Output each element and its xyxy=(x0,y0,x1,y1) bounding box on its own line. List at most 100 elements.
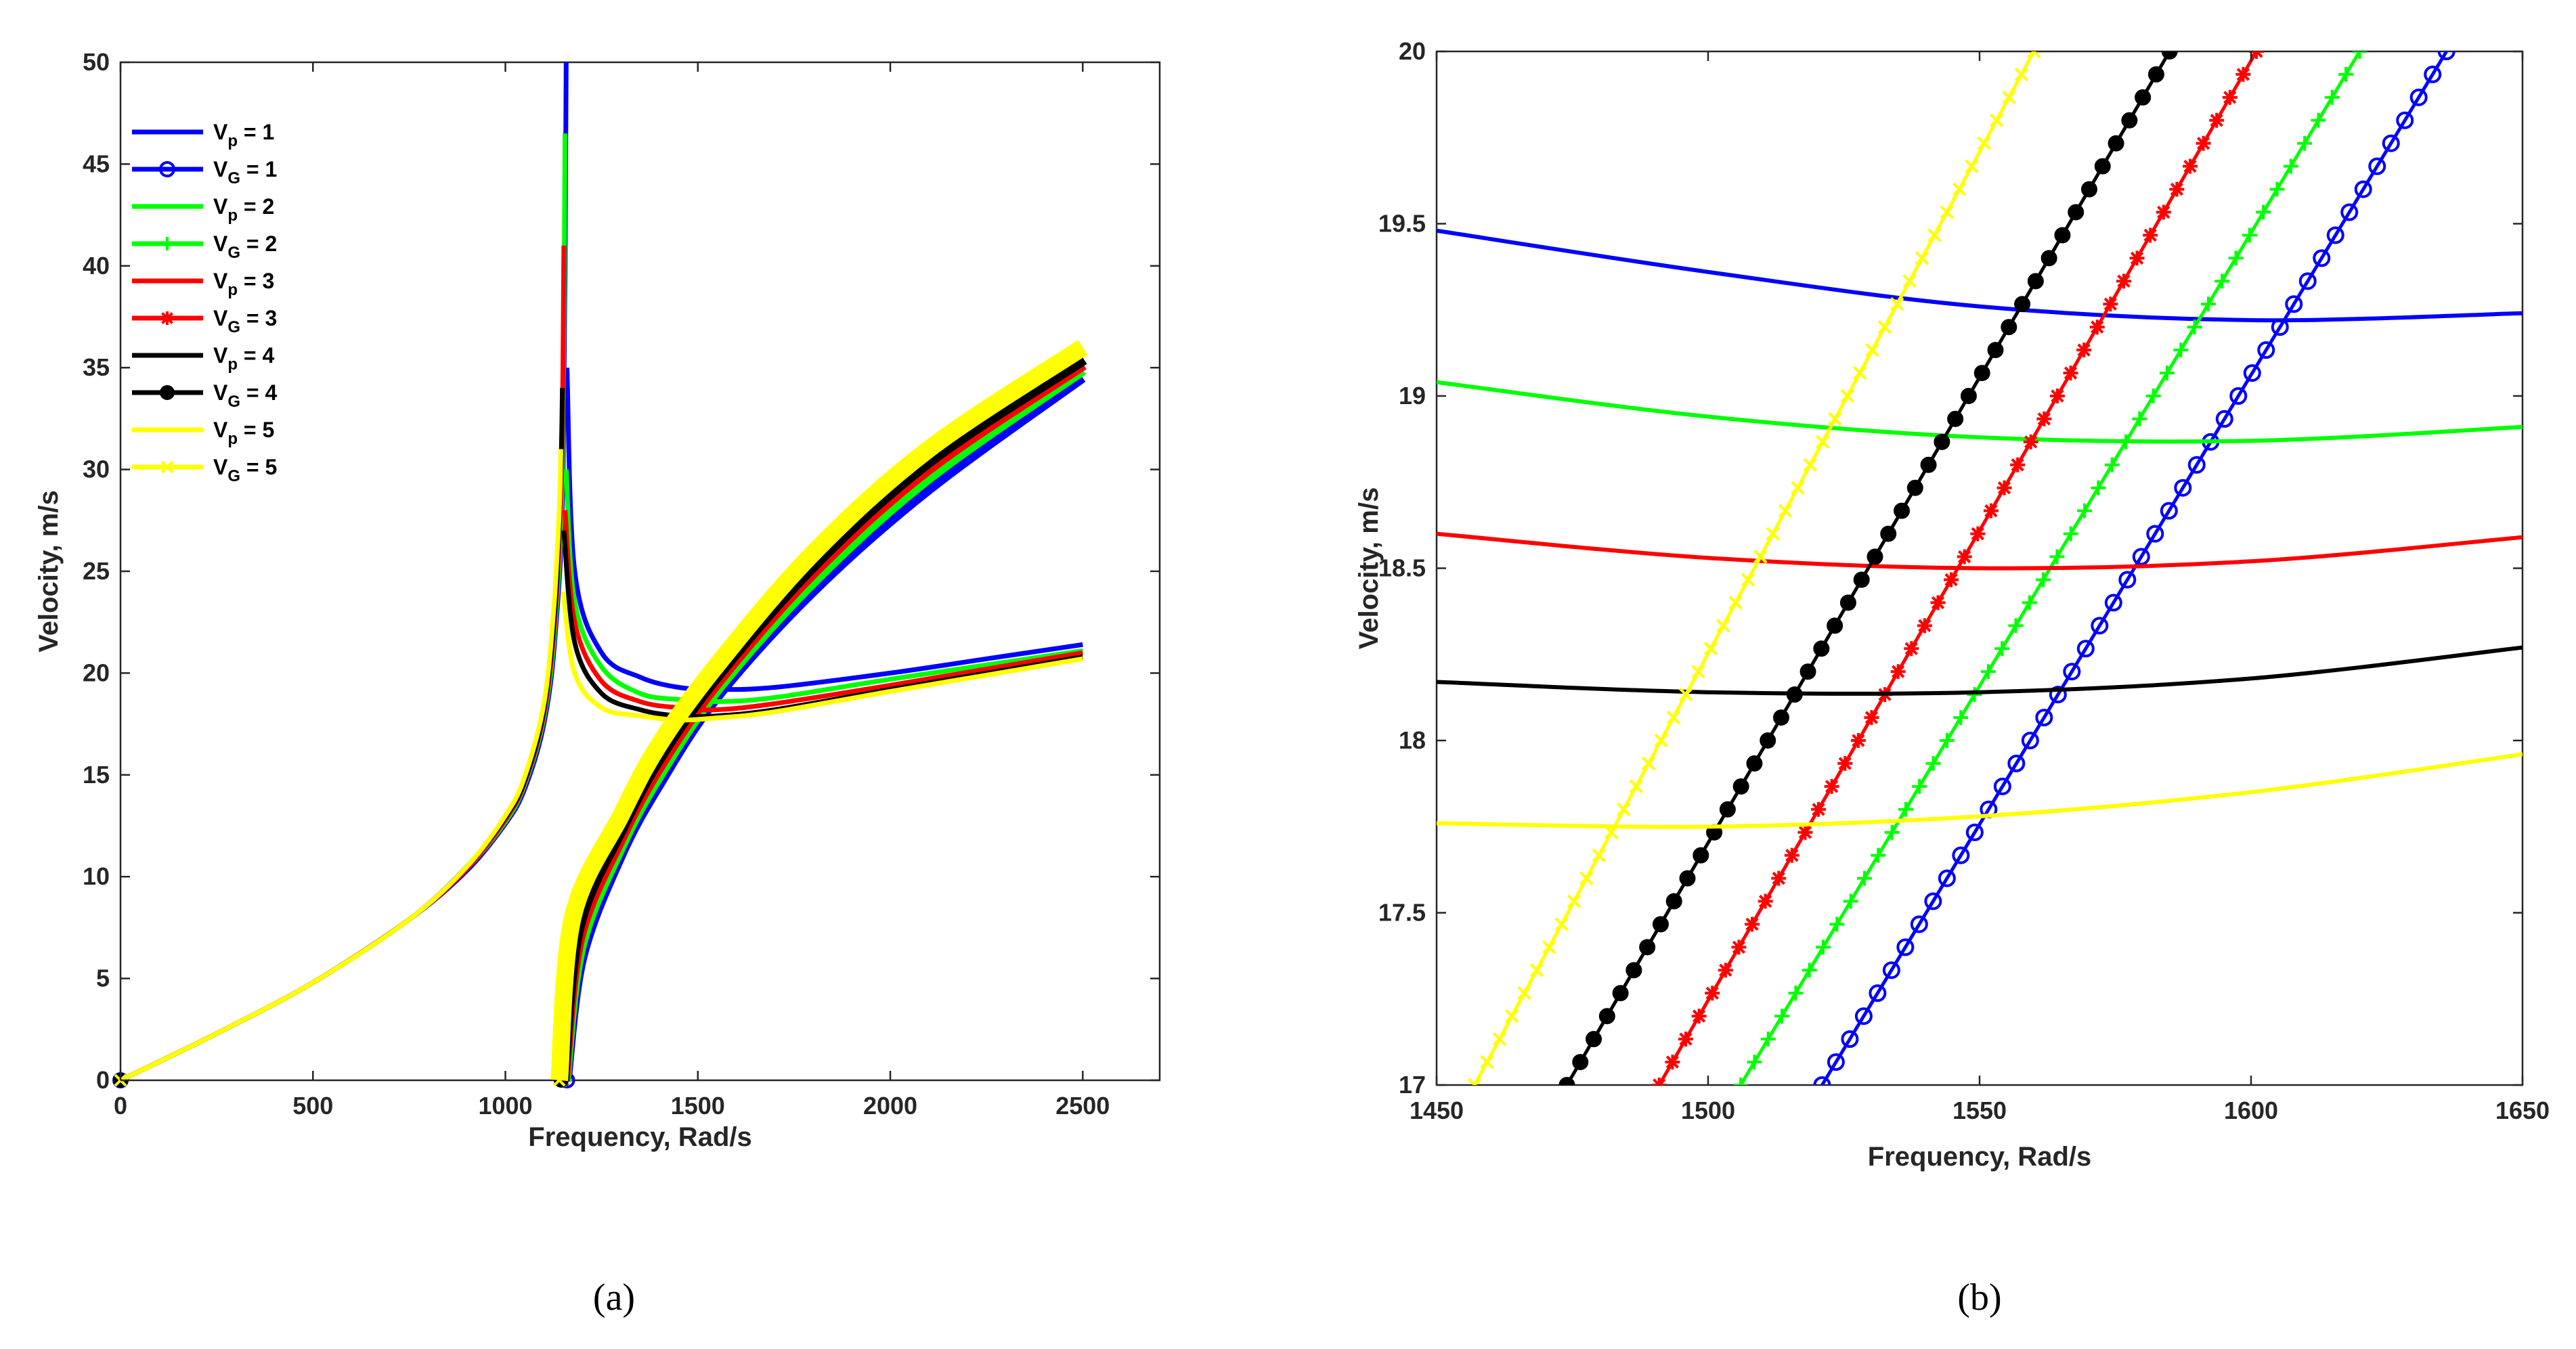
tick-group-b: 1450 1500 1550 1600 1650 17 17.5 18 18.5 19 19.5 20 xyxy=(1378,37,2550,1124)
legend-label: VG = 4 xyxy=(213,380,277,411)
marker-m5 xyxy=(1492,1032,1507,1046)
legend-label: Vp = 1 xyxy=(213,120,274,150)
marker-m3 xyxy=(1850,733,1866,748)
x-tick-label-b: 1550 xyxy=(1952,1097,2007,1124)
marker-m4 xyxy=(2054,227,2071,244)
marker-m1 xyxy=(2257,341,2275,359)
y-tick-label-a: 50 xyxy=(83,48,110,76)
y-axis-label-a: Velocity, m/s xyxy=(34,490,64,652)
marker-m2 xyxy=(2049,549,2065,565)
marker-m3 xyxy=(2089,319,2105,335)
marker-m1 xyxy=(2146,525,2164,543)
x-tick-label-b: 1450 xyxy=(1410,1097,1464,1124)
series-m5-phase-velocity xyxy=(561,591,1083,723)
marker-m3 xyxy=(1665,1055,1680,1070)
marker-m5 xyxy=(1753,550,1768,564)
marker-m3 xyxy=(2169,181,2185,197)
marker-m1 xyxy=(2160,502,2178,520)
marker-m3 xyxy=(1837,755,1853,771)
marker-m3 xyxy=(1758,893,1773,909)
marker-m2 xyxy=(2118,434,2134,449)
series-group-a xyxy=(112,62,1088,1088)
marker-m1 xyxy=(2215,410,2233,428)
marker-m1 xyxy=(2104,594,2122,612)
marker-m5 xyxy=(1840,389,1855,403)
marker-m5 xyxy=(1989,113,2004,128)
marker-m3 xyxy=(1811,801,1827,817)
marker-m1 xyxy=(2021,732,2039,749)
marker-m2 xyxy=(1829,916,1845,932)
marker-m1 xyxy=(1841,1030,1859,1048)
marker-m3 xyxy=(1983,503,1999,518)
marker-m3 xyxy=(2222,89,2237,105)
series-m3-lower-branch xyxy=(119,245,567,1083)
marker-m1 xyxy=(1924,892,1942,910)
marker-m2 xyxy=(2228,250,2244,266)
marker-m4 xyxy=(2014,296,2031,313)
marker-m5 xyxy=(1716,619,1730,633)
marker-m4 xyxy=(1799,663,1816,680)
marker-m4 xyxy=(1746,755,1763,772)
x-tick-label-b: 1650 xyxy=(2495,1097,2550,1124)
x-tick-label-a: 0 xyxy=(114,1092,127,1120)
marker-m4 xyxy=(1693,847,1709,864)
marker-m3 xyxy=(1917,618,1932,634)
marker-m3 xyxy=(2235,66,2251,82)
marker-m1 xyxy=(2063,663,2081,681)
marker-m2 xyxy=(2214,273,2230,289)
marker-m5 xyxy=(1480,1055,1494,1069)
x-tick-label-b: 1600 xyxy=(2224,1097,2278,1124)
marker-m1 xyxy=(1993,777,2011,795)
marker-m1 xyxy=(1827,1053,1845,1071)
y-tick-label-a: 40 xyxy=(83,252,110,280)
marker-m2 xyxy=(2145,389,2161,403)
series-m4-lower-branch xyxy=(119,388,565,1083)
marker-m1 xyxy=(1882,961,1900,979)
marker-m4 xyxy=(1920,456,1937,473)
series-m3-group-velocity-zoom xyxy=(1657,51,2258,1085)
marker-m1 xyxy=(2424,65,2442,83)
y-tick-label-b: 19 xyxy=(1399,382,1426,410)
marker-m1 xyxy=(2174,479,2192,497)
marker-m4 xyxy=(1947,410,1964,427)
marker-m1 xyxy=(2187,456,2206,474)
marker-m2 xyxy=(2063,526,2078,541)
marker-m3 xyxy=(2103,296,2118,312)
series-m2-lower-branch xyxy=(119,133,568,1083)
marker-m2 xyxy=(1871,847,1886,863)
marker-m4 xyxy=(1586,1031,1602,1048)
marker-m4 xyxy=(1839,594,1856,611)
marker-m2 xyxy=(1925,755,1941,771)
marker-m2 xyxy=(1733,1078,1749,1085)
marker-m2 xyxy=(2036,572,2051,588)
marker-m1 xyxy=(2118,571,2137,589)
x-tick-label-a: 2500 xyxy=(1055,1092,1110,1120)
marker-m1 xyxy=(2076,640,2095,658)
marker-m2 xyxy=(2173,342,2189,358)
marker-m2 xyxy=(1980,664,1996,680)
legend-marker xyxy=(160,460,174,474)
marker-m2 xyxy=(1774,1009,1790,1024)
marker-m1 xyxy=(2035,709,2053,727)
marker-m5 xyxy=(1915,251,1929,265)
marker-m5 xyxy=(1504,1009,1519,1023)
marker-m4 xyxy=(2108,135,2124,152)
marker-m5 xyxy=(1579,871,1594,885)
marker-m4 xyxy=(2040,250,2057,267)
x-axis-label-a: Frequency, Rad/s xyxy=(528,1122,751,1152)
marker-m5 xyxy=(1778,504,1793,518)
marker-m2 xyxy=(1856,870,1872,886)
marker-m1 xyxy=(1952,846,1970,864)
marker-m3 xyxy=(1771,870,1787,886)
marker-m2 xyxy=(1760,1032,1776,1047)
marker-m2 xyxy=(2200,296,2216,312)
marker-m3 xyxy=(1718,963,1733,978)
markers-m3-b xyxy=(1651,51,2265,1085)
marker-m4 xyxy=(1894,502,1911,519)
marker-m4 xyxy=(1786,686,1803,703)
marker-m5 xyxy=(1890,297,1904,311)
y-tick-label-a: 10 xyxy=(83,862,110,890)
marker-m1 xyxy=(2437,51,2455,60)
legend-marker xyxy=(160,237,174,250)
legend-label: Vp = 3 xyxy=(213,269,274,299)
